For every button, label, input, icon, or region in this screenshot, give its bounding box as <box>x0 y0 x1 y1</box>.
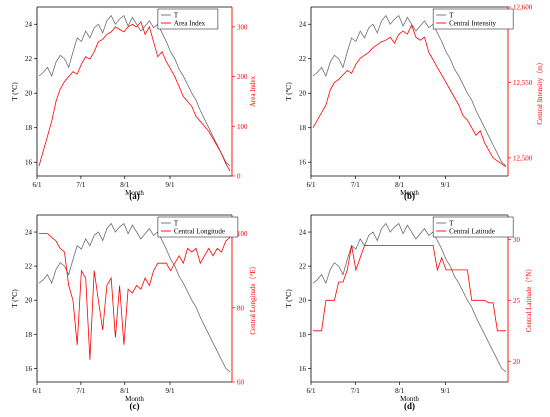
series-line-area-index <box>38 21 231 172</box>
x-tick-label: 7/1 <box>351 387 360 395</box>
right-y-tick-label: 100 <box>237 230 248 238</box>
left-y-tick-label: 16 <box>299 159 307 167</box>
left-y-tick-label: 22 <box>299 263 307 271</box>
x-axis-label: Month <box>400 395 419 403</box>
legend-label: T <box>449 220 454 228</box>
x-tick-label: 9/1 <box>441 387 450 395</box>
left-y-tick-label: 20 <box>25 90 33 98</box>
x-axis-label: Month <box>125 189 144 197</box>
x-tick-label: 8/1 <box>395 387 404 395</box>
legend-box <box>432 216 514 238</box>
legend-label: Central Intensity <box>449 20 496 28</box>
x-axis-label: Month <box>400 189 419 197</box>
right-y-tick-label: 12,550 <box>513 79 533 87</box>
x-tick-label: 6/1 <box>307 181 316 189</box>
x-tick-label: 6/1 <box>307 387 316 395</box>
panel-d: 6/1 7/1 8/1 9/1 Month(d) 16 18 20 22 24 T (℃) 20 25 3… <box>285 214 533 411</box>
series-line-central-latitude <box>313 245 506 332</box>
panel-label: (b) <box>404 191 415 201</box>
left-y-tick-label: 20 <box>299 297 307 305</box>
legend-label: T <box>174 220 179 228</box>
right-y-tick-label: 300 <box>237 23 248 31</box>
left-y-axis-label: T (℃) <box>285 289 293 308</box>
left-y-tick-label: 24 <box>25 229 33 237</box>
panel-label: (c) <box>130 401 140 411</box>
right-y-tick-label: 100 <box>237 123 248 131</box>
legend-label: Area Index <box>174 20 206 28</box>
series-line-central-longitude <box>39 233 231 360</box>
right-y-tick-label: 20 <box>513 358 521 366</box>
legend-label: T <box>449 12 454 20</box>
left-y-tick-label: 20 <box>299 90 307 98</box>
series-line-t <box>38 14 231 167</box>
right-y-axis-label: Central Latitude（°N） <box>525 265 533 333</box>
left-y-tick-label: 18 <box>25 331 33 339</box>
left-y-axis-label: T (℃) <box>11 82 19 101</box>
legend-label: Central Latitude <box>449 228 495 236</box>
left-y-tick-label: 22 <box>25 263 33 271</box>
legend-box <box>157 8 219 30</box>
right-y-tick-label: 30 <box>513 236 521 244</box>
right-y-tick-label: 60 <box>237 379 245 387</box>
series-line-t <box>312 14 507 167</box>
x-axis-label: Month <box>125 395 144 403</box>
panel-label: (d) <box>404 401 415 411</box>
panel-b: 6/1 7/1 8/1 9/1 Month(b) 16 18 20 22 24 T (℃) 12,50… <box>285 4 544 202</box>
left-y-axis-label: T (℃) <box>285 82 293 101</box>
left-y-tick-label: 18 <box>299 124 307 132</box>
right-y-tick-label: 200 <box>237 73 248 81</box>
x-tick-label: 7/1 <box>351 181 360 189</box>
left-y-tick-label: 16 <box>25 159 33 167</box>
left-y-tick-label: 16 <box>25 365 33 373</box>
x-tick-label: 7/1 <box>76 181 85 189</box>
x-tick-label: 9/1 <box>166 181 175 189</box>
right-y-tick-label: 80 <box>237 304 245 312</box>
right-y-tick-label: 25 <box>513 297 521 305</box>
legend-label: Central Longitude <box>174 228 225 236</box>
right-y-axis-label: Area Index <box>249 75 257 107</box>
series-line-central-intensity <box>312 24 507 168</box>
left-y-tick-label: 20 <box>25 297 33 305</box>
x-tick-label: 8/1 <box>120 181 129 189</box>
x-tick-label: 6/1 <box>33 181 42 189</box>
left-y-tick-label: 16 <box>299 365 307 373</box>
right-y-tick-label: 12,600 <box>513 4 533 12</box>
left-y-tick-label: 22 <box>299 55 307 63</box>
series-line-t <box>312 222 507 373</box>
right-y-axis-label: Central Longitude（°E） <box>249 262 257 334</box>
panel-label: (a) <box>129 191 140 201</box>
left-y-tick-label: 24 <box>25 21 33 29</box>
legend-label: T <box>174 12 179 20</box>
panel-c: 6/1 7/1 8/1 9/1 Month(c) 16 18 20 22 24 T (℃) 60 80 1… <box>11 214 257 411</box>
legend-box <box>432 8 514 30</box>
x-tick-label: 8/1 <box>120 387 129 395</box>
x-tick-label: 9/1 <box>441 181 450 189</box>
right-y-tick-label: 0 <box>237 173 241 181</box>
left-y-tick-label: 18 <box>25 124 33 132</box>
left-y-tick-label: 22 <box>25 55 33 63</box>
right-y-axis-label: Central Intensity（m） <box>536 58 544 124</box>
left-y-tick-label: 24 <box>299 229 307 237</box>
right-y-tick-label: 12,500 <box>513 154 533 162</box>
x-tick-label: 9/1 <box>166 387 175 395</box>
left-y-axis-label: T (℃) <box>11 289 19 308</box>
series-line-t <box>38 222 231 373</box>
x-tick-label: 8/1 <box>395 181 404 189</box>
x-tick-label: 6/1 <box>33 387 42 395</box>
left-y-tick-label: 24 <box>299 21 307 29</box>
legend-box <box>157 216 239 238</box>
panel-a: 6/1 7/1 8/1 9/1 Month(a) 16 18 20 22 24 T (℃) 0 100 2… <box>11 6 257 201</box>
left-y-tick-label: 18 <box>299 331 307 339</box>
x-tick-label: 7/1 <box>76 387 85 395</box>
